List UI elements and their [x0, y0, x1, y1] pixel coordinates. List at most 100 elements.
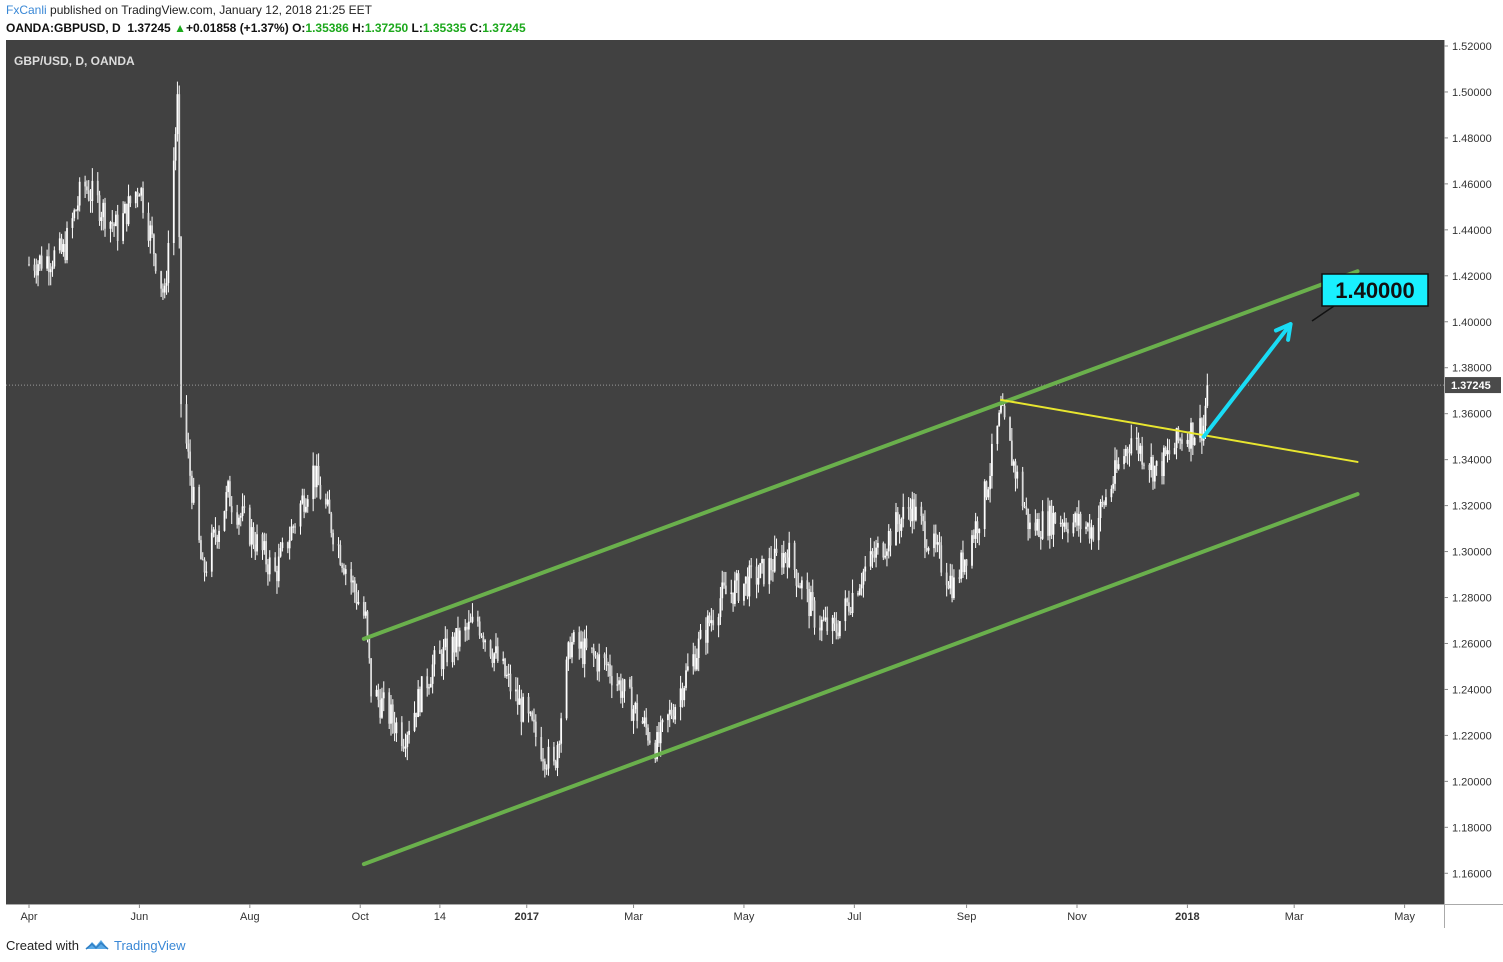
candle-body — [844, 598, 847, 622]
y-tick-label: 1.44000 — [1452, 225, 1492, 237]
candle-body — [453, 636, 456, 653]
candle-body — [288, 540, 291, 549]
candle-body — [66, 227, 68, 261]
candle-body — [721, 582, 724, 599]
candle-body — [198, 486, 201, 541]
candle-body — [632, 709, 635, 721]
candle-body — [192, 486, 195, 503]
candle-body — [352, 580, 354, 583]
candle-body — [458, 630, 461, 647]
candle-body — [1139, 445, 1142, 454]
candle-body — [505, 674, 508, 677]
candle-body — [913, 499, 915, 521]
drawings-group: 1.37245 1.40000 — [6, 269, 1501, 867]
x-tick-label: Mar — [624, 911, 643, 923]
author-link[interactable]: FxCanli — [6, 3, 47, 17]
candle-body — [743, 583, 745, 601]
candle-body — [730, 592, 733, 595]
last-price-tag — [1445, 377, 1501, 394]
up-arrow-icon: ▲ — [174, 21, 186, 35]
candle-body — [681, 688, 684, 701]
candle-body — [848, 602, 850, 612]
descending-trendline[interactable] — [999, 398, 1359, 463]
candle-body — [1161, 461, 1163, 477]
candle-body — [1061, 522, 1064, 527]
candle-body — [368, 636, 371, 659]
tradingview-link[interactable]: TradingView — [85, 938, 186, 953]
candle-body — [129, 196, 132, 204]
candle-body — [507, 673, 510, 675]
x-axis-ticks: Apr Jun Aug Oct 14 2017 Mar May Jul Sep Nov 2018 Mar… — [20, 904, 1415, 923]
candle-body — [1179, 439, 1182, 441]
candle-body — [201, 559, 204, 561]
candle-body — [998, 412, 1001, 426]
candle-body — [1023, 506, 1026, 508]
candle-body — [629, 679, 631, 687]
candle-body — [1014, 461, 1017, 479]
candle-body — [1150, 456, 1153, 471]
y-tick-label: 1.22000 — [1452, 730, 1492, 742]
candle-body — [502, 658, 505, 661]
candle-body — [556, 745, 559, 768]
candle-body — [846, 598, 849, 603]
x-tick-label: Mar — [1285, 911, 1304, 923]
x-tick-label: Sep — [957, 911, 977, 923]
candle-body — [1166, 450, 1169, 455]
candle-body — [504, 658, 506, 677]
price-axis[interactable] — [1444, 40, 1503, 904]
candle-body — [784, 553, 787, 558]
candle-body — [263, 541, 266, 551]
candle-body — [1041, 511, 1044, 539]
close-label: C: — [469, 21, 483, 35]
candle-body — [775, 548, 778, 553]
candle-body — [887, 530, 890, 552]
target-arrow[interactable] — [1201, 322, 1293, 439]
candle-body — [857, 592, 859, 595]
candle-body — [875, 547, 877, 558]
channel-lower-line[interactable] — [361, 492, 1360, 867]
chart-panel[interactable] — [6, 40, 1444, 904]
candle-body — [1059, 522, 1062, 524]
candle-body — [100, 217, 103, 221]
channel-upper-line[interactable] — [361, 269, 1360, 641]
target-callout-box[interactable] — [1321, 273, 1429, 307]
candle-body — [1126, 448, 1129, 453]
candle-body — [871, 551, 874, 555]
candle-body — [860, 584, 863, 589]
quote-bar: OANDA:GBPUSD, D 1.37245 ▲+0.01858 (+1.37… — [6, 21, 526, 37]
candle-body — [341, 564, 344, 568]
candle-body — [314, 465, 316, 488]
candle-body — [98, 195, 101, 221]
candle-body — [1034, 522, 1037, 531]
candle-body — [438, 650, 441, 654]
candle-body — [326, 499, 329, 505]
candle-body — [292, 526, 295, 528]
candle-body — [203, 559, 206, 573]
tradingview-logo-icon — [85, 940, 109, 950]
target-callout-pointer — [1311, 305, 1335, 322]
candle-body — [364, 611, 367, 616]
candle-body — [267, 564, 269, 575]
candle-body — [172, 160, 175, 244]
candle-body — [49, 269, 52, 273]
candle-body — [567, 642, 570, 660]
y-tick-label: 1.46000 — [1452, 179, 1492, 191]
candle-body — [122, 213, 125, 241]
candle-body — [431, 664, 434, 684]
candle-body — [819, 627, 821, 631]
candle-body — [124, 203, 126, 214]
candle-body — [661, 720, 664, 723]
candle-body — [933, 533, 935, 549]
candle-body — [708, 615, 711, 624]
candle-body — [719, 598, 722, 618]
candle-body — [770, 558, 772, 571]
candle-body — [1101, 501, 1104, 503]
target-arrow-head — [1273, 322, 1293, 342]
candle-body — [1103, 502, 1106, 505]
time-axis[interactable] — [6, 904, 1444, 928]
candle-body — [989, 475, 992, 490]
candle-body — [695, 658, 698, 670]
candle-body — [924, 521, 926, 548]
candle-body — [212, 529, 215, 533]
